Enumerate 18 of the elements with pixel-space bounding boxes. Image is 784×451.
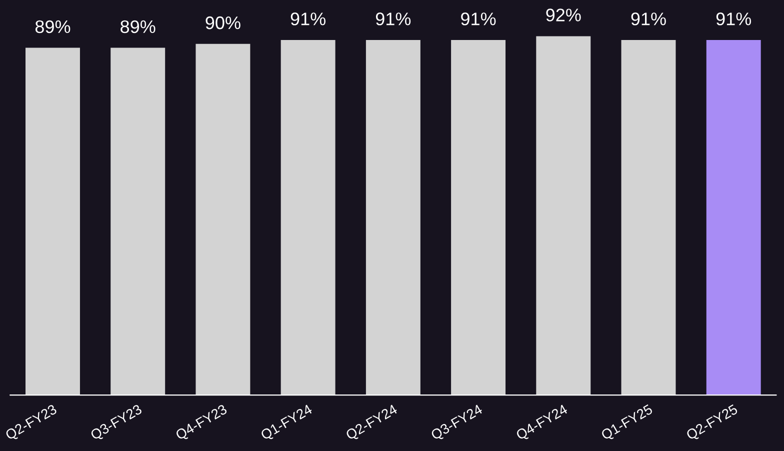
data-label: 91% bbox=[461, 12, 496, 26]
bar bbox=[110, 48, 166, 396]
data-label: 89% bbox=[120, 20, 156, 34]
data-label: 91% bbox=[631, 12, 666, 26]
bar bbox=[621, 40, 676, 396]
data-label: 90% bbox=[206, 16, 240, 30]
bar bbox=[26, 48, 80, 396]
bar bbox=[451, 40, 506, 396]
bar bbox=[280, 40, 336, 396]
data-label: 91% bbox=[716, 12, 752, 26]
data-label: 91% bbox=[376, 12, 411, 26]
bar bbox=[196, 44, 250, 396]
data-label: 91% bbox=[290, 12, 326, 26]
bar bbox=[366, 40, 420, 396]
data-label: 92% bbox=[546, 8, 581, 22]
bar bbox=[536, 36, 591, 396]
data-label: 89% bbox=[35, 20, 70, 34]
bar bbox=[706, 40, 761, 396]
